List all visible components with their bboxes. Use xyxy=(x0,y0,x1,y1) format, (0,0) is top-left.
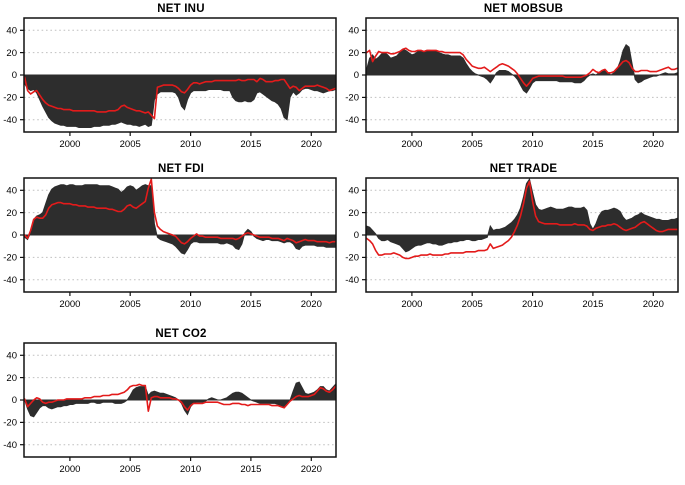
y-tick-label: 0 xyxy=(354,230,359,241)
y-tick-label: 40 xyxy=(348,26,359,37)
y-tick-label: 0 xyxy=(12,70,17,81)
band-area xyxy=(366,177,678,253)
y-tick-label: 40 xyxy=(348,186,359,197)
y-tick-label: 40 xyxy=(6,186,17,197)
x-tick-label: 2015 xyxy=(582,299,603,310)
chart-title-net-co2: NET CO2 xyxy=(155,328,207,340)
x-tick-label: 2010 xyxy=(180,464,201,475)
y-tick-label: 0 xyxy=(12,230,17,241)
y-tick-label: 40 xyxy=(6,26,17,37)
estimate-line xyxy=(365,47,679,87)
band-area xyxy=(24,184,336,255)
chart-net-co2: NET CO2 2000 2005 2010 2015 2020 -40 -20 0 20 40 xyxy=(0,325,342,485)
chart-canvas-net-trade: 2000 2005 2010 2015 2020 -40 -20 0 20 40 xyxy=(345,177,679,310)
y-tick-label: 0 xyxy=(354,70,359,81)
band-area xyxy=(24,74,336,128)
chart-net-fdi: NET FDI 2000 2005 2010 2015 2020 -40 -20 0 20 40 xyxy=(0,160,342,325)
x-tick-label: 2005 xyxy=(120,139,141,150)
band-area xyxy=(366,44,678,94)
x-tick-label: 2000 xyxy=(59,299,80,310)
chart-net-trade: NET TRADE 2000 2005 2010 2015 2020 -40 -20 0 20 4… xyxy=(342,160,685,325)
y-tick-label: 0 xyxy=(12,395,17,406)
estimate-line xyxy=(365,180,679,260)
x-tick-label: 2010 xyxy=(180,299,201,310)
estimate-line xyxy=(23,76,337,120)
y-tick-label: 20 xyxy=(348,208,359,219)
y-tick-label: -40 xyxy=(3,115,17,126)
x-tick-label: 2010 xyxy=(522,139,543,150)
x-tick-label: 2000 xyxy=(401,139,422,150)
chart-title-net-mobsub: NET MOBSUB xyxy=(483,3,564,15)
x-tick-label: 2020 xyxy=(301,139,322,150)
chart-canvas-net-inu: 2000 2005 2010 2015 2020 -40 -20 0 20 40 xyxy=(3,17,337,150)
chart-title-net-inu: NET INU xyxy=(157,3,205,15)
y-tick-label: 40 xyxy=(6,351,17,362)
x-tick-label: 2015 xyxy=(240,299,261,310)
y-tick-label: -20 xyxy=(3,253,17,264)
estimate-line xyxy=(23,178,337,245)
chart-title-net-fdi: NET FDI xyxy=(157,163,205,175)
y-tick-label: 20 xyxy=(6,208,17,219)
x-tick-label: 2005 xyxy=(120,299,141,310)
y-tick-label: -40 xyxy=(345,275,359,286)
y-tick-label: -40 xyxy=(345,115,359,126)
y-tick-label: -20 xyxy=(3,418,17,429)
y-tick-label: -20 xyxy=(3,93,17,104)
y-tick-label: -40 xyxy=(3,440,17,451)
x-tick-label: 2000 xyxy=(59,139,80,150)
y-tick-label: -40 xyxy=(3,275,17,286)
chart-canvas-net-mobsub: 2000 2005 2010 2015 2020 -40 -20 0 20 40 xyxy=(345,17,679,150)
y-tick-label: -20 xyxy=(345,253,359,264)
empty-cell xyxy=(342,325,685,485)
x-tick-label: 2015 xyxy=(240,464,261,475)
x-tick-label: 2000 xyxy=(59,464,80,475)
chart-canvas-net-co2: 2000 2005 2010 2015 2020 -40 -20 0 20 40 xyxy=(3,342,337,475)
chart-title-net-trade: NET TRADE xyxy=(489,163,558,175)
y-tick-label: -20 xyxy=(345,93,359,104)
y-tick-label: 20 xyxy=(6,48,17,59)
y-tick-label: 20 xyxy=(348,48,359,59)
chart-canvas-net-fdi: 2000 2005 2010 2015 2020 -40 -20 0 20 40 xyxy=(3,177,337,310)
x-tick-label: 2005 xyxy=(462,139,483,150)
x-tick-label: 2020 xyxy=(643,299,664,310)
chart-net-mobsub: NET MOBSUB 2000 2005 2010 2015 2020 -40 -20 0 20… xyxy=(342,0,685,160)
x-tick-label: 2010 xyxy=(522,299,543,310)
x-tick-label: 2010 xyxy=(180,139,201,150)
chart-net-inu: NET INU 2000 2005 2010 2015 2020 -40 -20 0 20 40 xyxy=(0,0,342,160)
estimate-line xyxy=(23,383,337,412)
x-tick-label: 2020 xyxy=(301,299,322,310)
x-tick-label: 2020 xyxy=(301,464,322,475)
x-tick-label: 2015 xyxy=(582,139,603,150)
y-tick-label: 20 xyxy=(6,373,17,384)
x-tick-label: 2015 xyxy=(240,139,261,150)
x-tick-label: 2020 xyxy=(643,139,664,150)
x-tick-label: 2005 xyxy=(462,299,483,310)
x-tick-label: 2005 xyxy=(120,464,141,475)
x-tick-label: 2000 xyxy=(401,299,422,310)
